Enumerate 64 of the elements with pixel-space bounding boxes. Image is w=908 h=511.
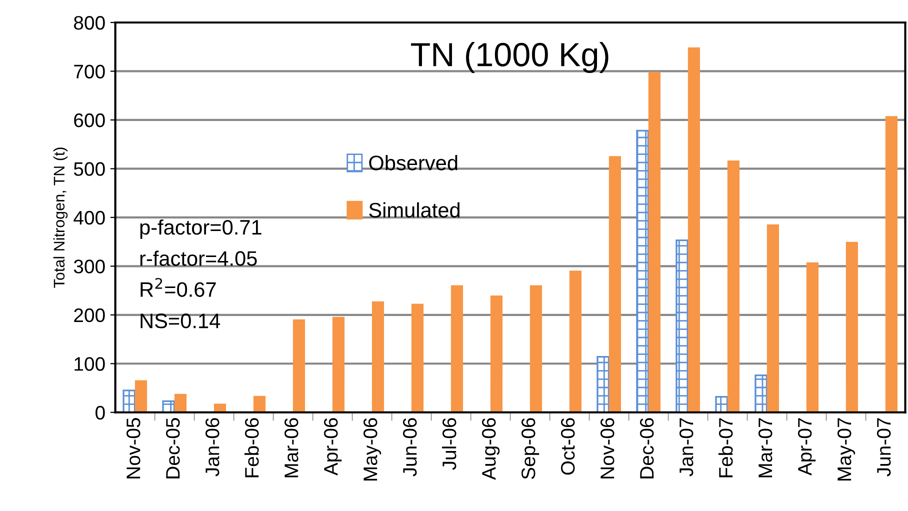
x-tick-label: Sep-06 bbox=[521, 418, 540, 480]
y-axis-title: Total Nitrogen, TN (t) bbox=[53, 148, 68, 288]
legend-label: Simulated bbox=[369, 202, 460, 218]
x-tick-label: May-06 bbox=[364, 418, 382, 480]
annotation: r-factor=4.05 bbox=[140, 250, 257, 266]
x-tick-label: May-07 bbox=[837, 418, 856, 480]
text: TN (1000 Kg) bbox=[411, 42, 608, 74]
x-tick-label: Apr-07 bbox=[798, 418, 816, 476]
bar bbox=[885, 116, 898, 412]
x-tick-label: Jan-07 bbox=[679, 418, 694, 476]
x-tick-label: Nov-05 bbox=[126, 418, 140, 478]
bar bbox=[450, 285, 464, 412]
bar bbox=[372, 301, 384, 412]
bar bbox=[596, 356, 610, 412]
x-tick-label: Dec-06 bbox=[640, 418, 654, 478]
x-tick-label: Aug-06 bbox=[482, 418, 500, 480]
x-tick-label: Nov-06 bbox=[600, 418, 614, 478]
bar bbox=[569, 270, 582, 412]
x-tick-label: Jan-06 bbox=[206, 418, 220, 476]
x-tick-label: Jun-06 bbox=[403, 418, 417, 476]
annotation: R$^{2}$=0.67 bbox=[140, 278, 216, 297]
y-tick-label: 100 bbox=[74, 357, 105, 371]
bar bbox=[134, 380, 148, 412]
y-tick-label: 700 bbox=[74, 64, 105, 78]
bar bbox=[766, 224, 780, 412]
bar bbox=[676, 240, 689, 412]
bar bbox=[715, 396, 728, 412]
annotation: p-factor=0.71 bbox=[140, 219, 262, 239]
y-tick-label: 200 bbox=[74, 308, 105, 322]
x-tick-label: Oct-06 bbox=[560, 418, 575, 475]
x-tick-label: Feb-06 bbox=[244, 418, 259, 478]
bar bbox=[411, 304, 424, 412]
bar bbox=[636, 130, 650, 412]
bar bbox=[648, 72, 661, 412]
bar bbox=[122, 390, 136, 412]
x-tick-label: Jun-07 bbox=[876, 418, 891, 476]
y-tick-label: 800 bbox=[74, 16, 105, 30]
x-tick-label: Apr-06 bbox=[324, 418, 342, 476]
bar bbox=[292, 319, 306, 412]
bar bbox=[846, 242, 858, 412]
bar bbox=[608, 156, 622, 412]
bar bbox=[727, 160, 740, 412]
bar bbox=[332, 316, 345, 412]
y-tick-label: 0 bbox=[96, 406, 105, 420]
bar bbox=[688, 47, 700, 412]
x-tick-label: Jul-06 bbox=[442, 418, 456, 470]
y-tick-label: 300 bbox=[74, 260, 105, 274]
x-tick-label: Mar-07 bbox=[758, 418, 772, 478]
y-tick-label: 400 bbox=[74, 210, 105, 225]
legend-label: Observed bbox=[369, 155, 458, 170]
bar bbox=[253, 396, 266, 412]
x-tick-label: Mar-06 bbox=[284, 418, 298, 478]
bar bbox=[754, 374, 768, 412]
bar bbox=[214, 404, 226, 412]
y-tick-label: 500 bbox=[74, 162, 105, 176]
x-tick-label: Dec-05 bbox=[166, 418, 180, 478]
bar bbox=[490, 295, 503, 412]
annotation: NS=0.14 bbox=[140, 314, 220, 328]
x-tick-label: Feb-07 bbox=[718, 418, 733, 478]
bar bbox=[530, 285, 542, 412]
y-tick-label: 600 bbox=[74, 113, 105, 128]
bar bbox=[162, 400, 176, 412]
bar bbox=[174, 394, 187, 412]
bar bbox=[806, 262, 819, 412]
